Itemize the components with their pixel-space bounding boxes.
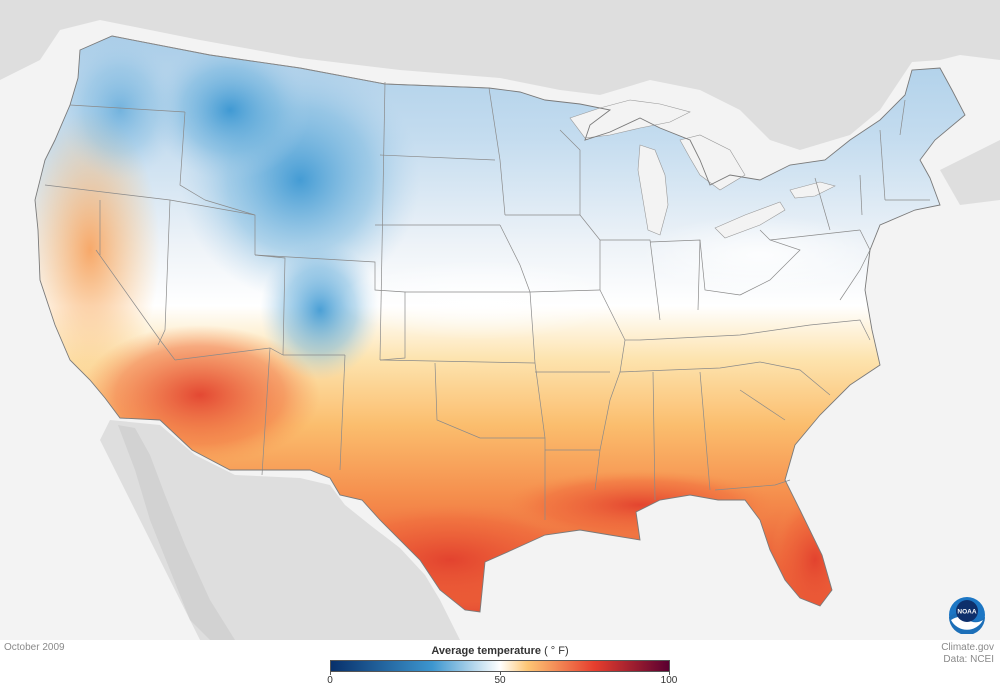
lake-michigan bbox=[637, 144, 669, 236]
map-panel bbox=[0, 0, 1000, 640]
legend-tick-mid bbox=[500, 672, 501, 675]
lake-superior bbox=[569, 99, 691, 139]
legend-tick-label-min: 0 bbox=[327, 675, 333, 686]
legend-title: Average temperature ( ° F) bbox=[330, 644, 670, 660]
noaa-logo-icon: NOAA bbox=[949, 597, 985, 635]
date-label: October 2009 bbox=[4, 642, 65, 653]
noaa-logo: NOAA bbox=[948, 596, 986, 639]
temperature-map[interactable] bbox=[0, 0, 1000, 640]
lake-erie bbox=[714, 201, 786, 239]
credit-block: Climate.gov Data: NCEI bbox=[941, 642, 994, 666]
legend-tick-max bbox=[669, 672, 670, 675]
legend-ticks: 0 50 100 bbox=[327, 672, 677, 688]
baja-peninsula bbox=[118, 425, 235, 640]
credit-site: Climate.gov bbox=[941, 642, 994, 653]
noaa-logo-text: NOAA bbox=[957, 609, 976, 616]
canada-landmass bbox=[0, 0, 1000, 150]
nova-scotia-landmass bbox=[940, 140, 1000, 205]
legend-title-text: Average temperature bbox=[431, 645, 541, 657]
state-boundaries bbox=[44, 81, 930, 520]
lake-ontario bbox=[789, 181, 836, 199]
legend-tick-label-max: 100 bbox=[660, 675, 678, 686]
credit-data-source: Data: NCEI bbox=[943, 654, 994, 665]
legend-tick-label-mid: 50 bbox=[494, 675, 506, 686]
legend-color-bar bbox=[330, 660, 670, 672]
us-canada-border bbox=[111, 35, 490, 89]
lake-huron bbox=[679, 134, 746, 191]
legend-tick-min bbox=[330, 672, 331, 675]
legend-unit: ( ° F) bbox=[544, 645, 569, 657]
color-legend: Average temperature ( ° F) 0 50 100 bbox=[327, 644, 677, 688]
